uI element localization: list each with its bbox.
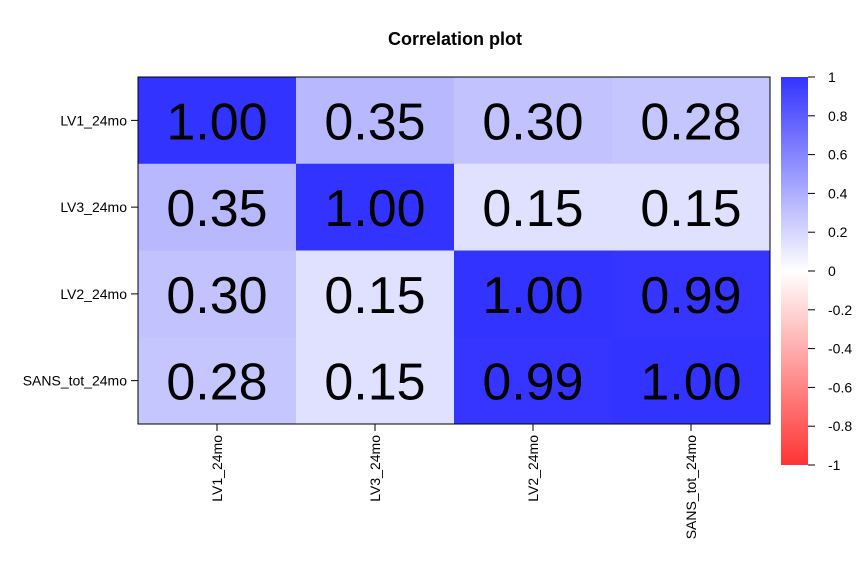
color-legend: 1 0.8 0.6 0.4 0.2 0 -0.2 -0.4 -0.6 -0.8 -1 <box>781 69 852 473</box>
heatmap-cell <box>454 77 613 165</box>
heatmap-cell <box>612 337 771 425</box>
y-tick-label: LV1_24mo <box>60 112 127 128</box>
legend-tick-label: -1 <box>828 457 841 473</box>
cell-value-label: 0.15 <box>324 354 425 412</box>
cell-value-label: 0.35 <box>166 180 267 238</box>
cell-value-label: 0.15 <box>482 180 583 238</box>
heatmap-cells <box>138 77 771 425</box>
y-tick-label: LV2_24mo <box>60 286 127 302</box>
color-legend-bar <box>781 77 808 465</box>
cell-value-label: 0.15 <box>324 267 425 325</box>
heatmap-cell <box>296 77 455 165</box>
heatmap-value-labels: 1.00 0.35 0.30 0.28 0.35 1.00 0.15 0.15 0.30 0.15… <box>166 93 741 411</box>
cell-value-label: 1.00 <box>640 354 741 412</box>
cell-value-label: 0.15 <box>640 180 741 238</box>
legend-tick-label: 0.4 <box>828 185 848 201</box>
legend-tick-label: 0.8 <box>828 108 848 124</box>
cell-value-label: 0.28 <box>166 354 267 412</box>
heatmap-cell <box>138 250 297 338</box>
x-tick-label: LV2_24mo <box>525 435 541 502</box>
cell-value-label: 1.00 <box>166 93 267 151</box>
cell-value-label: 0.99 <box>640 267 741 325</box>
cell-value-label: 1.00 <box>324 180 425 238</box>
heatmap-cell <box>454 250 613 338</box>
x-tick-label: LV3_24mo <box>367 435 383 502</box>
legend-tick-label: 0.2 <box>828 224 848 240</box>
cell-value-label: 0.30 <box>482 93 583 151</box>
cell-value-label: 0.35 <box>324 93 425 151</box>
heatmap-cell <box>454 163 613 251</box>
legend-tick-label: 0.6 <box>828 147 848 163</box>
heatmap-cell <box>138 77 297 165</box>
plot-frame <box>137 76 771 425</box>
legend-tick-label: 1 <box>828 69 836 85</box>
heatmap-cell <box>454 337 613 425</box>
y-axis: LV1_24mo LV3_24mo LV2_24mo SANS_tot_24mo <box>23 112 138 389</box>
heatmap-cell <box>612 250 771 338</box>
y-tick-label: LV3_24mo <box>60 199 127 215</box>
cell-value-label: 1.00 <box>482 267 583 325</box>
x-axis: LV1_24mo LV3_24mo LV2_24mo SANS_tot_24mo <box>209 424 699 539</box>
chart-title: Correlation plot <box>388 29 522 49</box>
legend-tick-label: -0.2 <box>828 302 852 318</box>
heatmap-cell <box>296 250 455 338</box>
legend-tick-label: -0.6 <box>828 379 852 395</box>
heatmap-cell <box>612 163 771 251</box>
legend-tick-label: -0.8 <box>828 418 852 434</box>
legend-tick-label: 0 <box>828 263 836 279</box>
heatmap-cell <box>138 337 297 425</box>
color-legend-ticks: 1 0.8 0.6 0.4 0.2 0 -0.2 -0.4 -0.6 -0.8 -1 <box>808 69 852 473</box>
legend-tick-label: -0.4 <box>828 341 852 357</box>
cell-value-label: 0.30 <box>166 267 267 325</box>
cell-value-label: 0.28 <box>640 93 741 151</box>
x-tick-label: SANS_tot_24mo <box>683 435 699 539</box>
heatmap-cell <box>296 163 455 251</box>
heatmap-cell <box>138 163 297 251</box>
cell-value-label: 0.99 <box>482 354 583 412</box>
heatmap-cell <box>296 337 455 425</box>
y-tick-label: SANS_tot_24mo <box>23 373 127 389</box>
heatmap-cell <box>612 77 771 165</box>
x-tick-label: LV1_24mo <box>209 435 225 502</box>
